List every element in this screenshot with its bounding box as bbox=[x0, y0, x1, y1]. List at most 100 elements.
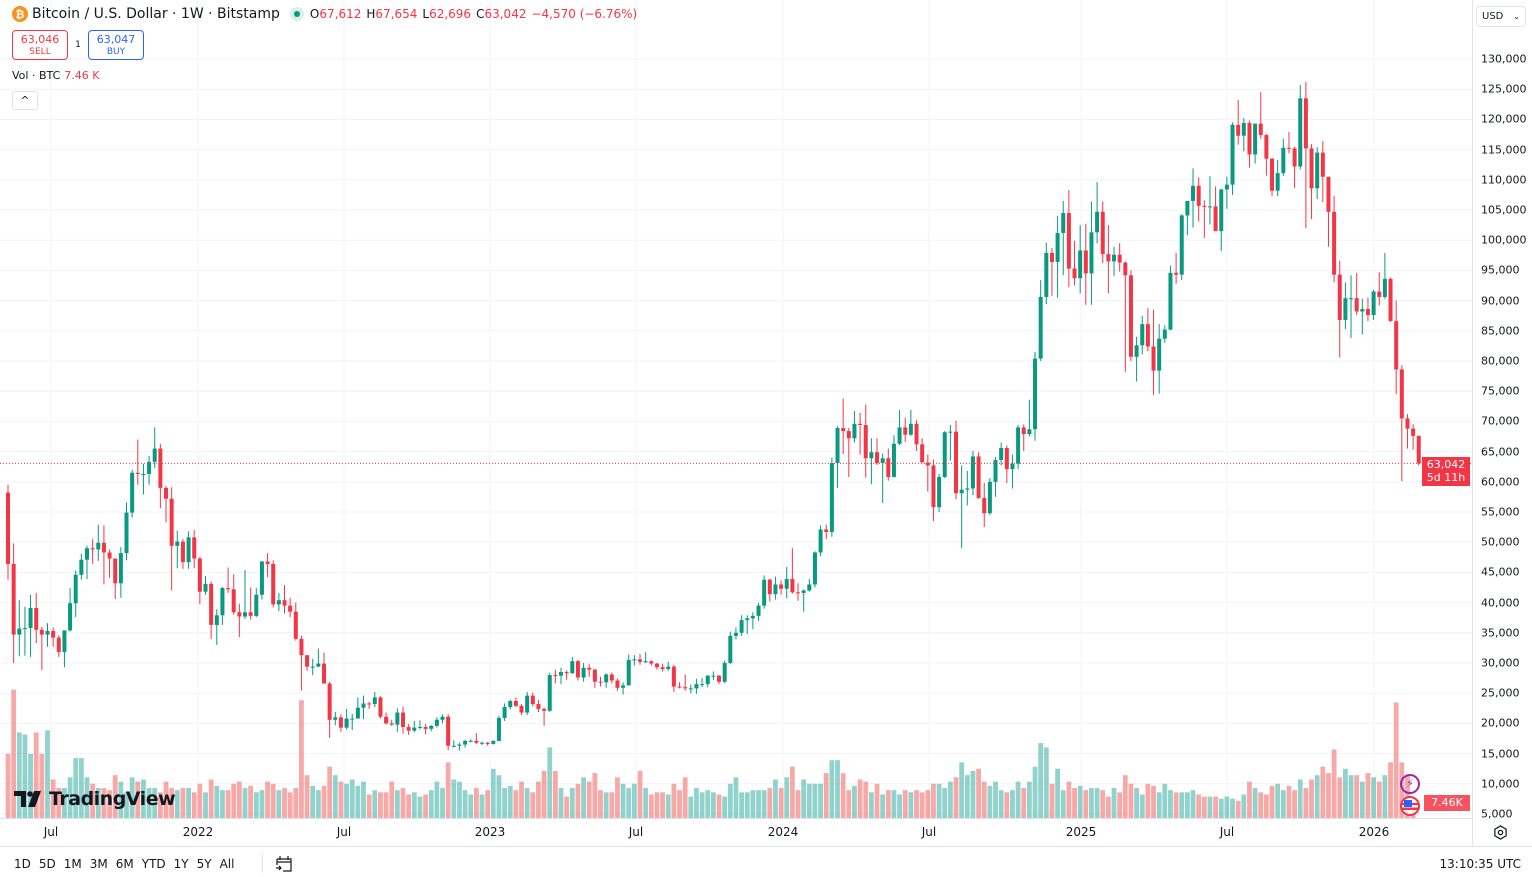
range-button-6m[interactable]: 6M bbox=[115, 857, 134, 871]
candle-body bbox=[1411, 428, 1416, 436]
candle-body bbox=[756, 605, 761, 616]
tradingview-logo[interactable]: TradingView bbox=[14, 788, 176, 810]
candle bbox=[180, 539, 185, 569]
candle bbox=[463, 739, 468, 748]
range-button-5d[interactable]: 5D bbox=[38, 857, 56, 871]
price-chart[interactable] bbox=[0, 0, 1472, 818]
utc-clock[interactable]: 13:10:35 UTC bbox=[1439, 857, 1522, 871]
candle-body bbox=[784, 579, 789, 589]
candle-body bbox=[491, 740, 496, 744]
candle bbox=[288, 597, 293, 618]
volume-bar bbox=[169, 788, 175, 818]
candle-body bbox=[305, 655, 310, 667]
volume-bar bbox=[1105, 796, 1111, 818]
candle bbox=[925, 454, 930, 492]
candle-body bbox=[999, 447, 1004, 461]
candle bbox=[1326, 176, 1331, 247]
candle bbox=[1174, 252, 1179, 284]
candle-body bbox=[643, 661, 648, 663]
volume-bar bbox=[609, 792, 615, 818]
range-button-1m[interactable]: 1M bbox=[63, 857, 82, 871]
volume-bar bbox=[1060, 790, 1066, 818]
candle bbox=[970, 450, 975, 496]
candle bbox=[993, 457, 998, 497]
volume-bar bbox=[496, 775, 502, 818]
candle-body bbox=[259, 561, 264, 595]
volume-bar bbox=[524, 788, 530, 818]
volume-bar bbox=[445, 762, 451, 818]
candle bbox=[711, 671, 716, 680]
candle-body bbox=[1174, 272, 1179, 275]
candle-body bbox=[1089, 232, 1094, 274]
range-button-all[interactable]: All bbox=[219, 857, 235, 871]
candle-body bbox=[812, 552, 817, 585]
range-button-3m[interactable]: 3M bbox=[89, 857, 108, 871]
candle bbox=[1123, 261, 1128, 372]
volume-bar bbox=[863, 781, 869, 818]
volume-bar bbox=[135, 781, 141, 818]
candle-body bbox=[45, 630, 50, 635]
buy-button[interactable]: 63,047 BUY bbox=[88, 30, 144, 60]
candle-body bbox=[378, 697, 383, 717]
price-tick-label: 40,000 bbox=[1481, 596, 1520, 610]
candle bbox=[1112, 246, 1117, 276]
volume-bar bbox=[564, 796, 570, 818]
candle-body bbox=[829, 463, 834, 532]
candle-body bbox=[711, 675, 716, 677]
collapse-legend-button[interactable]: ^ bbox=[12, 91, 38, 110]
candle bbox=[496, 715, 501, 741]
range-button-1y[interactable]: 1Y bbox=[173, 857, 189, 871]
lightning-event-icon[interactable]: ⚡ bbox=[1400, 774, 1420, 794]
range-button-1d[interactable]: 1D bbox=[14, 857, 31, 871]
go-to-date-calendar-icon[interactable] bbox=[275, 855, 293, 872]
candle-body bbox=[73, 574, 78, 604]
price-tick-label: 70,000 bbox=[1481, 414, 1520, 428]
volume-bar bbox=[1241, 794, 1247, 818]
volume-bar bbox=[959, 762, 965, 818]
volume-bar bbox=[451, 779, 457, 818]
candle-body bbox=[1253, 123, 1258, 155]
candle-body bbox=[869, 452, 874, 459]
volume-bar bbox=[1280, 790, 1286, 818]
candle bbox=[451, 740, 456, 748]
candle bbox=[666, 661, 671, 671]
range-button-ytd[interactable]: YTD bbox=[141, 857, 166, 871]
candle-body bbox=[920, 444, 925, 463]
candle-body bbox=[705, 675, 710, 685]
candle-body bbox=[1315, 152, 1320, 189]
candle-body bbox=[237, 612, 242, 617]
candle bbox=[908, 409, 913, 436]
candle bbox=[615, 678, 620, 691]
candle bbox=[457, 742, 462, 751]
candle-body bbox=[333, 717, 338, 720]
volume-bar bbox=[919, 792, 925, 818]
symbol-title[interactable]: Bitcoin / U.S. Dollar · 1W · Bitstamp bbox=[32, 6, 280, 22]
candle bbox=[897, 409, 902, 445]
candle-body bbox=[581, 667, 586, 678]
candle-body bbox=[970, 456, 975, 489]
candle bbox=[299, 635, 304, 691]
candle bbox=[1315, 147, 1320, 200]
candle-body bbox=[11, 563, 16, 635]
price-tick-label: 80,000 bbox=[1481, 354, 1520, 368]
candle-body bbox=[101, 542, 106, 553]
settings-gear-icon[interactable] bbox=[1493, 825, 1508, 840]
volume-bar bbox=[101, 788, 107, 818]
candle bbox=[1332, 196, 1337, 283]
candle bbox=[592, 669, 597, 688]
candle bbox=[508, 699, 513, 710]
candle bbox=[203, 576, 208, 595]
volume-legend[interactable]: Vol · BTC 7.46 K bbox=[12, 69, 100, 82]
currency-select[interactable]: USD ⌄ bbox=[1476, 6, 1526, 27]
us-flag-event-icon[interactable] bbox=[1400, 796, 1420, 816]
candle bbox=[259, 560, 264, 600]
volume-bar bbox=[852, 785, 857, 818]
candle bbox=[841, 398, 846, 455]
candle bbox=[141, 463, 146, 495]
range-button-5y[interactable]: 5Y bbox=[196, 857, 212, 871]
candle-body bbox=[480, 742, 485, 744]
candle-body bbox=[976, 456, 981, 499]
sell-button[interactable]: 63,046 SELL bbox=[12, 30, 68, 60]
candle bbox=[372, 691, 377, 708]
candle-body bbox=[186, 537, 191, 563]
